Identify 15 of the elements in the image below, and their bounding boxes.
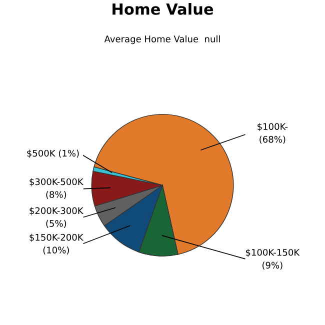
data-label: (10%) xyxy=(43,246,69,255)
slice-label: $200K-300K xyxy=(30,207,84,216)
slice-label: $300K-500K xyxy=(30,178,84,186)
slice-label: $500K xyxy=(27,150,56,158)
slice-label: $100K-150K xyxy=(246,248,300,258)
data-label: (9%) xyxy=(262,262,282,270)
data-label: (1%) xyxy=(58,150,79,158)
data-label: (8%) xyxy=(46,190,66,199)
slice-label: $100K- xyxy=(258,122,288,132)
pie-slice xyxy=(94,114,234,255)
chart-subtitle: Average Home Value null xyxy=(104,35,220,44)
data-label: (68%) xyxy=(260,136,286,144)
slice-label: $150K-200K xyxy=(30,234,84,242)
data-label: (5%) xyxy=(46,220,66,228)
chart-title: Home Value xyxy=(112,3,214,15)
